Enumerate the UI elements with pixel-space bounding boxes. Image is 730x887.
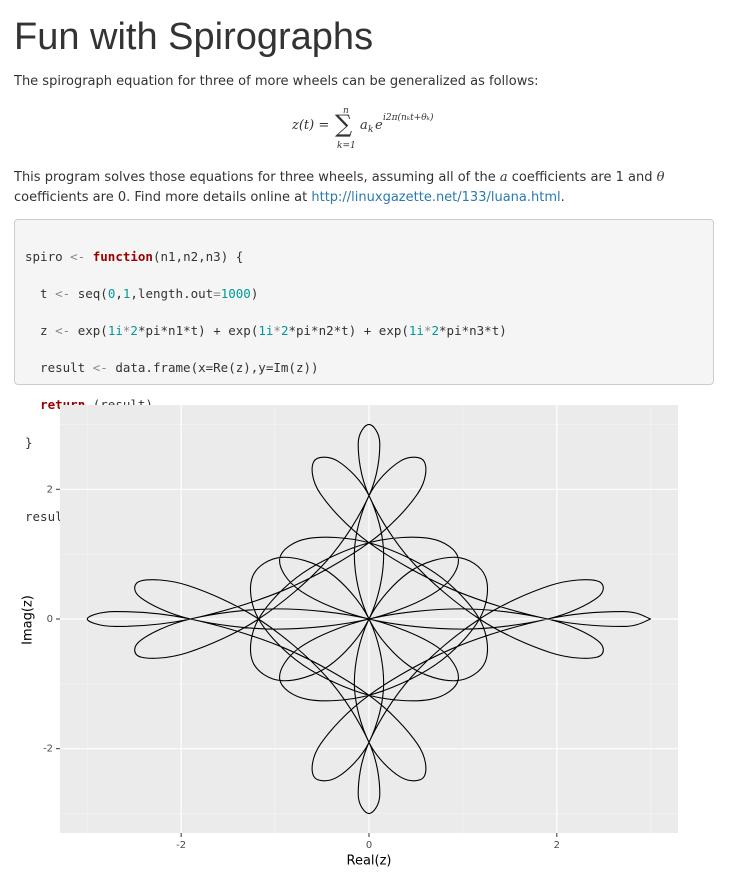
chart: -2 0 2 -2 0 2 Real(z) Imag(z) bbox=[21, 405, 678, 869]
code-block: spiro <- function(n1,n2,n3) { t <- seq(0… bbox=[14, 219, 714, 524]
code-token: seq( bbox=[70, 285, 108, 301]
code-token: z bbox=[25, 322, 56, 338]
y-tick-label: 2 bbox=[47, 484, 53, 495]
code-token: *pi*n2*t) + exp( bbox=[288, 322, 409, 338]
code-token: result bbox=[25, 360, 93, 376]
text: . bbox=[560, 190, 565, 205]
text: coefficients are 0. Find more details on… bbox=[14, 190, 312, 205]
eq-sum-bottom: k=1 bbox=[337, 141, 356, 151]
code-token: (n1,n2,n3) { bbox=[152, 248, 244, 264]
y-tick-label: -2 bbox=[43, 744, 53, 755]
x-tick-label: -2 bbox=[176, 840, 186, 851]
code-line: result <- data.frame(x=Re(z),y=Im(z)) bbox=[25, 359, 703, 378]
code-token: 1000 bbox=[220, 285, 251, 301]
eq-exponent: i2π(nₖt+θₖ) bbox=[383, 113, 434, 123]
code-line: z <- exp(1i*2*pi*n1*t) + exp(1i*2*pi*n2*… bbox=[25, 322, 703, 341]
code-token: t bbox=[25, 285, 56, 301]
text: This program solves those equations for … bbox=[14, 170, 500, 185]
paragraph: The spirograph equation for three of mor… bbox=[14, 74, 539, 89]
symbol: a bbox=[499, 170, 508, 185]
x-tick-label: 2 bbox=[554, 840, 560, 851]
code-token: function bbox=[92, 248, 153, 264]
code-token: = bbox=[213, 285, 221, 301]
code-token bbox=[85, 249, 93, 264]
text: coefficients are 1 and bbox=[507, 170, 657, 185]
code-line: } bbox=[25, 434, 703, 453]
symbol: θ bbox=[656, 170, 665, 185]
code-token: exp( bbox=[70, 322, 108, 338]
code-token: ,length.out bbox=[130, 285, 214, 301]
code-token: , bbox=[115, 285, 123, 301]
code-token: 2 bbox=[130, 322, 138, 338]
code-token: ) bbox=[250, 285, 259, 301]
code-token: } bbox=[25, 434, 33, 450]
title: Fun with Spirographs bbox=[14, 16, 374, 58]
eq-lhs: z(t) = bbox=[292, 118, 330, 133]
eq-exp-base: e bbox=[375, 118, 383, 133]
eq-coef-sub: k bbox=[368, 125, 374, 135]
y-axis-title: Imag(z) bbox=[21, 595, 36, 645]
curve bbox=[86, 423, 651, 815]
code-line: t <- seq(0,1,length.out=1000) bbox=[25, 285, 703, 304]
code-token: 1i bbox=[408, 322, 424, 338]
code-token: <- bbox=[55, 285, 71, 301]
x-axis-title: Real(z) bbox=[347, 854, 392, 869]
code-token: * bbox=[122, 322, 131, 338]
code-token: <- bbox=[92, 360, 108, 376]
paragraph: This program solves those equations for … bbox=[14, 168, 714, 208]
code-token: 2 bbox=[280, 322, 289, 338]
code-token: <- bbox=[70, 248, 86, 264]
code-token: 1i bbox=[258, 322, 274, 338]
code-token: * bbox=[423, 322, 432, 338]
eq-sum-top: n bbox=[343, 106, 349, 116]
code-token: spiro bbox=[25, 248, 71, 264]
code-token: data.frame(x=Re(z),y=Im(z)) bbox=[107, 360, 319, 376]
code-token: *pi*n3*t) bbox=[439, 322, 507, 338]
code-token: <- bbox=[55, 322, 71, 338]
code-line: spiro <- function(n1,n2,n3) { bbox=[25, 248, 703, 267]
code-token: 0 bbox=[107, 285, 116, 301]
equation: z(t) = ∑ n k=1 a k e i2π(nₖt+θₖ) bbox=[0, 104, 730, 156]
code-token: result bbox=[25, 508, 78, 524]
code-token: 2 bbox=[431, 322, 440, 338]
eq-sum: ∑ bbox=[335, 110, 353, 138]
link[interactable]: http://linuxgazette.net/133/luana.html bbox=[311, 190, 561, 205]
code-token: 1 bbox=[122, 285, 131, 301]
code-token: *pi*n1*t) + exp( bbox=[137, 322, 259, 338]
eq-coef: a bbox=[360, 118, 368, 133]
code-token: 1i bbox=[107, 322, 123, 338]
code-token: * bbox=[273, 322, 281, 338]
y-tick-label: 0 bbox=[47, 614, 53, 625]
x-tick-label: 0 bbox=[366, 840, 372, 851]
